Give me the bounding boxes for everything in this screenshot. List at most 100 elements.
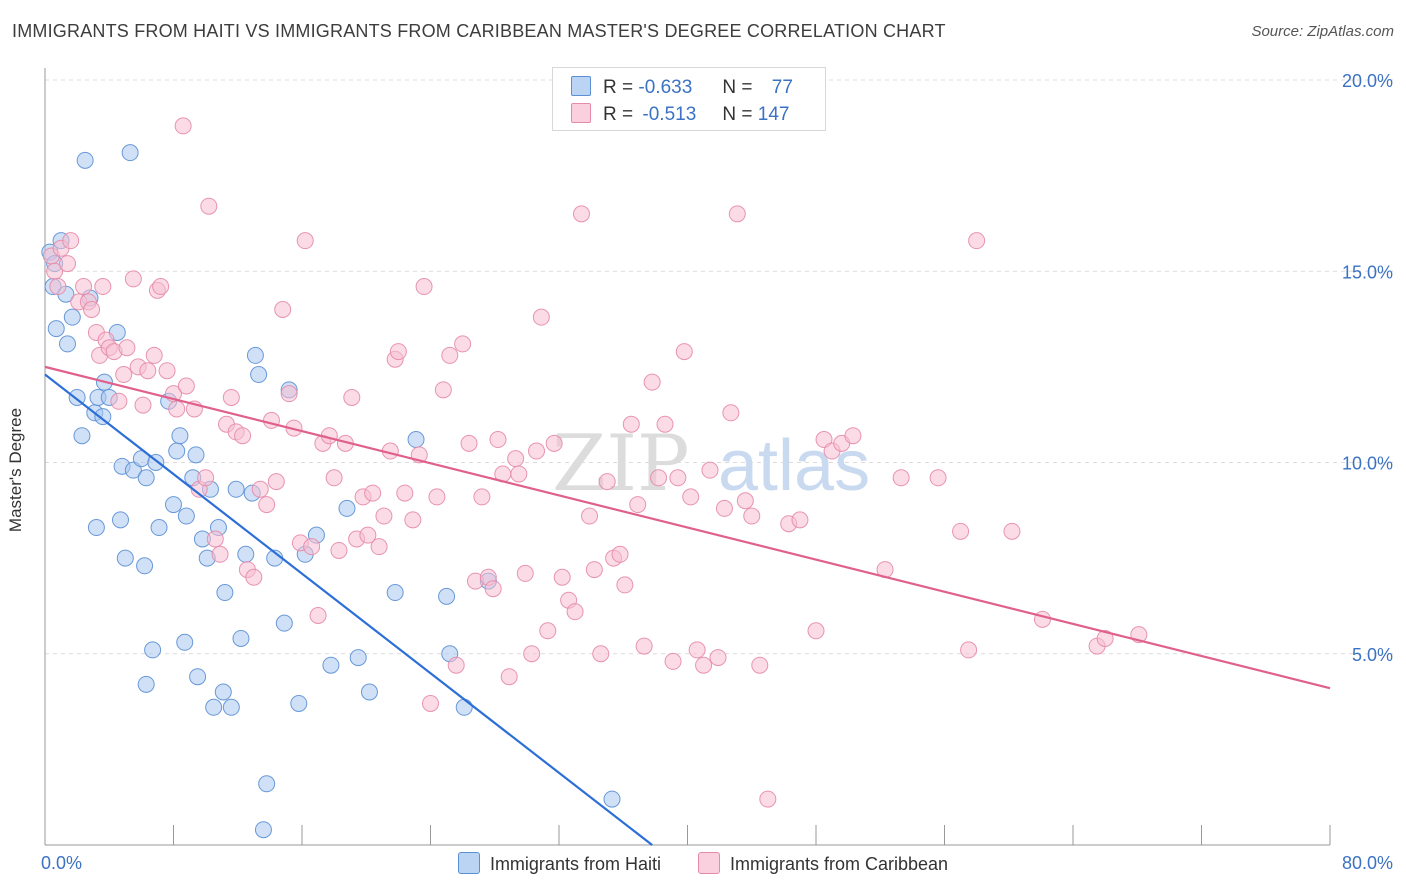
x-tick-max: 80.0% (1341, 853, 1393, 873)
haiti-point (121, 144, 139, 162)
y-tick-label: 15.0% (1342, 262, 1393, 282)
haiti-point (177, 507, 195, 525)
caribbean-point (389, 343, 407, 361)
caribbean-point (375, 507, 393, 525)
caribbean-point (791, 511, 809, 529)
caribbean-point (695, 656, 713, 674)
caribbean-point (441, 346, 459, 364)
caribbean-point (145, 346, 163, 364)
haiti-point (58, 335, 76, 353)
haiti-point (87, 519, 105, 537)
caribbean-point (715, 499, 733, 517)
caribbean-point (118, 339, 136, 357)
caribbean-point (152, 278, 170, 296)
y-tick-label: 10.0% (1342, 454, 1393, 474)
haiti-legend-swatch (457, 852, 480, 874)
caribbean-point (722, 404, 740, 422)
caribbean-point (635, 637, 653, 655)
caribbean-point (553, 568, 571, 586)
caribbean-point (115, 366, 133, 384)
haiti-point (165, 496, 182, 514)
caribbean-point (523, 645, 541, 663)
haiti-point (232, 629, 250, 647)
caribbean-point (296, 232, 314, 250)
source-note: Source: ZipAtlas.com (1251, 23, 1394, 40)
haiti-point (189, 668, 207, 686)
haiti-point (254, 821, 272, 839)
caribbean-point (58, 255, 76, 273)
caribbean-point (330, 541, 348, 559)
caribbean-point (669, 469, 687, 487)
haiti-swatch (571, 76, 591, 96)
haiti-point (438, 587, 456, 605)
haiti-points (41, 144, 621, 839)
caribbean-point (516, 564, 534, 582)
caribbean-point (650, 469, 668, 487)
haiti-point (214, 683, 232, 701)
haiti-point (168, 442, 186, 460)
haiti-point (205, 698, 223, 716)
caribbean-point (134, 396, 152, 414)
caribbean-point (539, 622, 557, 640)
series-legend: Immigrants from Haiti Immigrants from Ca… (0, 852, 1406, 875)
haiti-point (176, 633, 194, 651)
caribbean-point (585, 561, 603, 579)
haiti-point (111, 511, 129, 529)
caribbean-point (168, 400, 186, 418)
haiti-point (136, 557, 154, 575)
caribbean-point (1033, 610, 1051, 628)
legend-item-caribbean[interactable]: Immigrants from Caribbean (697, 852, 948, 875)
caribbean-point (396, 484, 414, 502)
caribbean-point (528, 442, 546, 460)
watermark: ZIP atlas (552, 419, 870, 509)
caribbean-point (177, 377, 195, 395)
caribbean-point (222, 388, 240, 406)
caribbean-point (616, 576, 634, 594)
caribbean-point (415, 278, 433, 296)
caribbean-point (952, 522, 970, 540)
caribbean-point (364, 484, 382, 502)
legend-row-caribbean: R = -0.513 N = 147 (571, 103, 789, 125)
stats-legend: R = -0.633 N = 77 R = -0.513 N = 147 (552, 67, 826, 131)
caribbean-point (422, 694, 439, 712)
haiti-point (386, 584, 404, 602)
caribbean-point (892, 469, 910, 487)
caribbean-point (611, 545, 629, 563)
caribbean-point (197, 469, 215, 487)
caribbean-point (844, 427, 862, 445)
caribbean-point (267, 473, 285, 491)
haiti-point (144, 641, 162, 659)
caribbean-point (62, 232, 80, 250)
caribbean-point (656, 415, 674, 433)
caribbean-point (664, 652, 682, 670)
haiti-point (603, 790, 621, 808)
haiti-trend-line (44, 373, 653, 846)
caribbean-point (960, 641, 978, 659)
caribbean-point (968, 232, 986, 250)
haiti-point (76, 151, 94, 169)
caribbean-point (309, 607, 327, 624)
caribbean-point (460, 434, 478, 452)
haiti-point (137, 469, 155, 487)
caribbean-point (454, 335, 472, 353)
caribbean-point (434, 381, 452, 399)
haiti-point (349, 649, 367, 667)
caribbean-point (447, 656, 465, 674)
caribbean-point (343, 388, 361, 406)
watermark-zip: ZIP (552, 419, 690, 509)
caribbean-point (473, 488, 491, 506)
legend-item-haiti[interactable]: Immigrants from Haiti (457, 852, 661, 875)
caribbean-point (751, 656, 769, 674)
caribbean-point (1096, 629, 1114, 647)
caribbean-point (622, 415, 640, 433)
haiti-point (116, 549, 134, 567)
x-tick-min: 0.0% (41, 853, 83, 873)
caribbean-point (274, 301, 292, 318)
caribbean-point (701, 461, 719, 479)
haiti-point (73, 427, 91, 445)
caribbean-trend-line (44, 365, 1331, 690)
caribbean-point (370, 538, 388, 556)
haiti-point (47, 320, 65, 338)
caribbean-point (598, 473, 616, 491)
